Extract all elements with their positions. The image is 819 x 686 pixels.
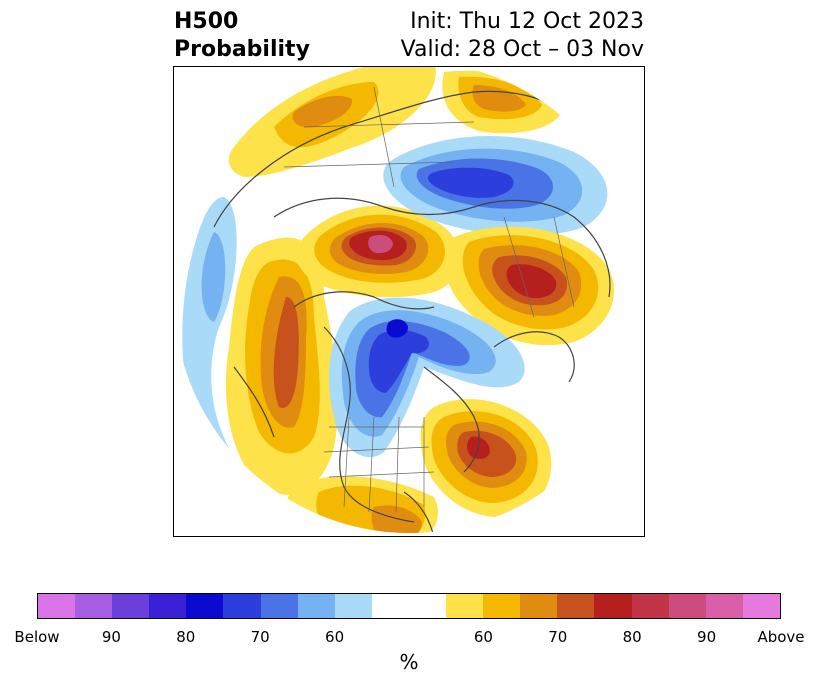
arctic-canada-below-region xyxy=(329,297,525,458)
colorbar-segment xyxy=(371,594,409,618)
init-date: Init: Thu 12 Oct 2023 xyxy=(410,9,644,34)
colorbar-segment xyxy=(742,594,780,618)
colorbar-segment xyxy=(149,594,187,618)
colorbar-segment xyxy=(483,594,521,618)
title-line-1: H500 xyxy=(174,9,239,34)
central-asia-below-region xyxy=(383,135,608,236)
siberia-above-region xyxy=(296,205,461,298)
map-canvas xyxy=(174,67,644,533)
colorbar-segment xyxy=(705,594,743,618)
probability-map xyxy=(173,66,645,537)
atlantic-above-region xyxy=(420,399,552,517)
colorbar-segment xyxy=(446,594,484,618)
colorbar-segment xyxy=(297,594,335,618)
valid-date-range: Valid: 28 Oct – 03 Nov xyxy=(400,37,644,62)
colorbar-tick-label: 90 xyxy=(101,628,121,646)
east-asia-above-region xyxy=(444,226,614,346)
colorbar-segment xyxy=(334,594,372,618)
colorbar-segment xyxy=(631,594,669,618)
title-line-2: Probability xyxy=(174,37,310,62)
date-info: Init: Thu 12 Oct 2023 Valid: 28 Oct – 03… xyxy=(401,8,644,64)
colorbar-segment xyxy=(75,594,113,618)
colorbar-segment xyxy=(557,594,595,618)
north-pacific-above-region xyxy=(225,237,339,495)
colorbar-segment xyxy=(520,594,558,618)
colorbar-segment xyxy=(594,594,632,618)
colorbar-tick-label: 60 xyxy=(325,628,345,646)
colorbar-tick-label: 70 xyxy=(548,628,568,646)
colorbar-tick-label: Below xyxy=(14,628,60,646)
colorbar-tick-label: 80 xyxy=(176,628,196,646)
admin-boundaries xyxy=(283,86,575,513)
colorbar-tick-label: 70 xyxy=(250,628,270,646)
chart-title: H500 Probability xyxy=(174,8,310,64)
colorbar-segment xyxy=(223,594,261,618)
colorbar-segment xyxy=(260,594,298,618)
colorbar-tick-label: Above xyxy=(757,628,805,646)
colorbar-unit: % xyxy=(399,650,419,674)
colorbar-segment xyxy=(38,594,76,618)
colorbar xyxy=(37,593,781,619)
colorbar-tick-label: 60 xyxy=(473,628,493,646)
colorbar-segment xyxy=(186,594,224,618)
colorbar-segment xyxy=(668,594,706,618)
colorbar-segment xyxy=(112,594,150,618)
colorbar-tick-label: 90 xyxy=(697,628,717,646)
colorbar-tick-label: 80 xyxy=(622,628,642,646)
colorbar-segment xyxy=(408,594,447,618)
